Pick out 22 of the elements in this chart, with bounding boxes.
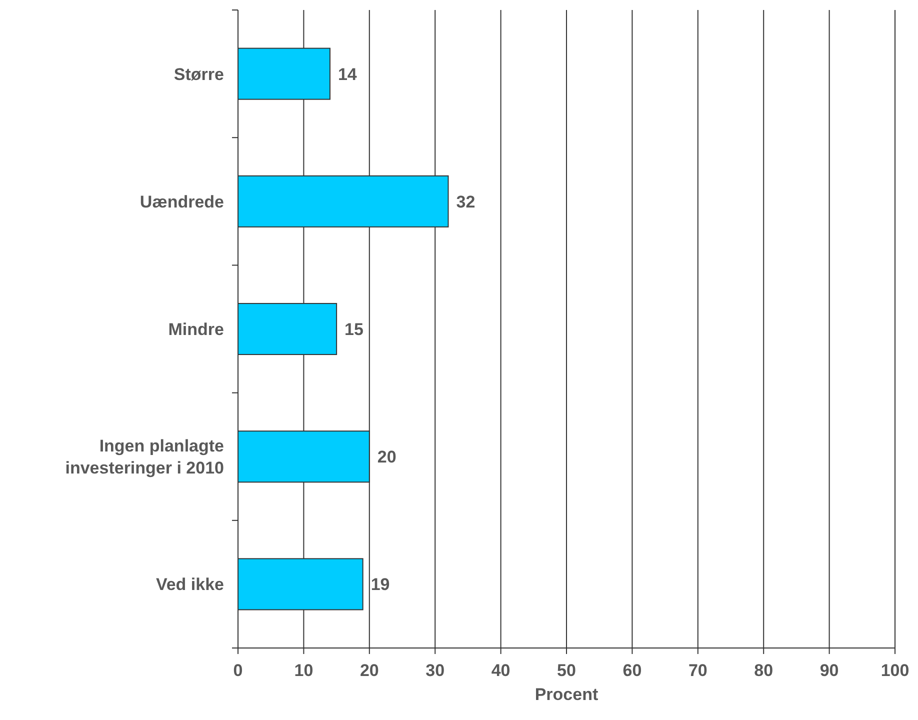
y-tick-label: Ingen planlagte investeringer i 2010 xyxy=(65,436,224,478)
x-tick-label: 90 xyxy=(820,661,839,680)
y-tick-label: Større xyxy=(174,64,224,84)
data-label: 15 xyxy=(344,320,364,339)
data-label: 32 xyxy=(456,192,476,212)
x-tick-label: 60 xyxy=(622,661,642,680)
x-tick-label: 0 xyxy=(233,661,243,680)
x-tick-label: 80 xyxy=(754,661,774,680)
x-tick-label: 70 xyxy=(688,661,708,680)
data-label: 19 xyxy=(370,575,390,594)
x-axis-title: Procent xyxy=(534,685,598,704)
x-tick-label: 40 xyxy=(491,661,510,680)
y-tick-label: Ved ikke xyxy=(156,575,224,594)
x-tick-label: 100 xyxy=(880,661,910,680)
y-tick-label: Uændrede xyxy=(140,192,224,212)
x-tick-label: 50 xyxy=(557,661,576,680)
x-tick-label: 30 xyxy=(426,661,445,680)
data-label: 20 xyxy=(377,448,396,467)
x-tick-label: 20 xyxy=(360,661,379,680)
x-tick-label: 10 xyxy=(294,661,314,680)
data-label: 14 xyxy=(338,64,358,84)
y-tick-label: Mindre xyxy=(168,320,224,339)
